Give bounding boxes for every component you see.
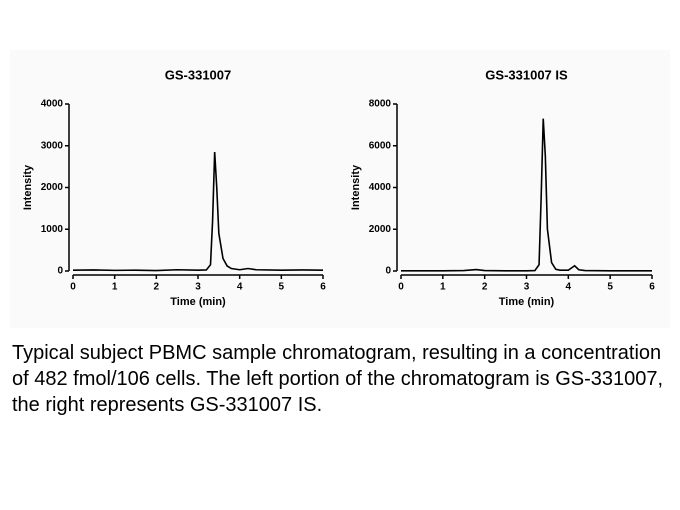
x-tick-label: 2 (154, 282, 160, 293)
y-axis-label: Intensity (22, 164, 34, 210)
caption: Typical subject PBMC sample chromatogram… (12, 342, 664, 416)
y-tick-label: 4000 (369, 182, 392, 193)
chromatogram-line (72, 151, 324, 272)
y-axis-label: Intensity (350, 164, 362, 210)
chart-title: GS-331007 IS (485, 67, 568, 82)
x-tick-label: 5 (607, 282, 613, 293)
x-tick-label: 1 (112, 282, 118, 293)
x-tick-label: 4 (566, 282, 572, 293)
x-tick-label: 0 (70, 282, 76, 293)
x-tick-label: 6 (320, 282, 326, 293)
y-tick-label: 6000 (369, 140, 392, 151)
x-tick-label: 0 (398, 282, 404, 293)
y-tick-label: 3000 (41, 140, 64, 151)
chart-title: GS-331007 (165, 67, 232, 82)
x-tick-label: 4 (237, 282, 243, 293)
x-axis-label: Time (min) (170, 296, 226, 308)
x-tick-label: 3 (195, 282, 201, 293)
x-tick-label: 1 (440, 282, 446, 293)
x-tick-label: 2 (482, 282, 488, 293)
y-tick-label: 0 (57, 266, 63, 277)
x-tick-label: 6 (649, 282, 655, 293)
chart-background (10, 50, 670, 328)
y-tick-label: 8000 (369, 99, 392, 110)
y-tick-label: 0 (385, 266, 391, 277)
x-axis-label: Time (min) (499, 296, 555, 308)
chromatogram-line (401, 118, 652, 272)
y-tick-label: 1000 (41, 224, 64, 235)
y-tick-label: 2000 (369, 224, 392, 235)
y-tick-label: 2000 (41, 182, 64, 193)
x-tick-label: 5 (279, 282, 285, 293)
y-tick-label: 4000 (41, 99, 64, 110)
x-tick-label: 3 (524, 282, 530, 293)
